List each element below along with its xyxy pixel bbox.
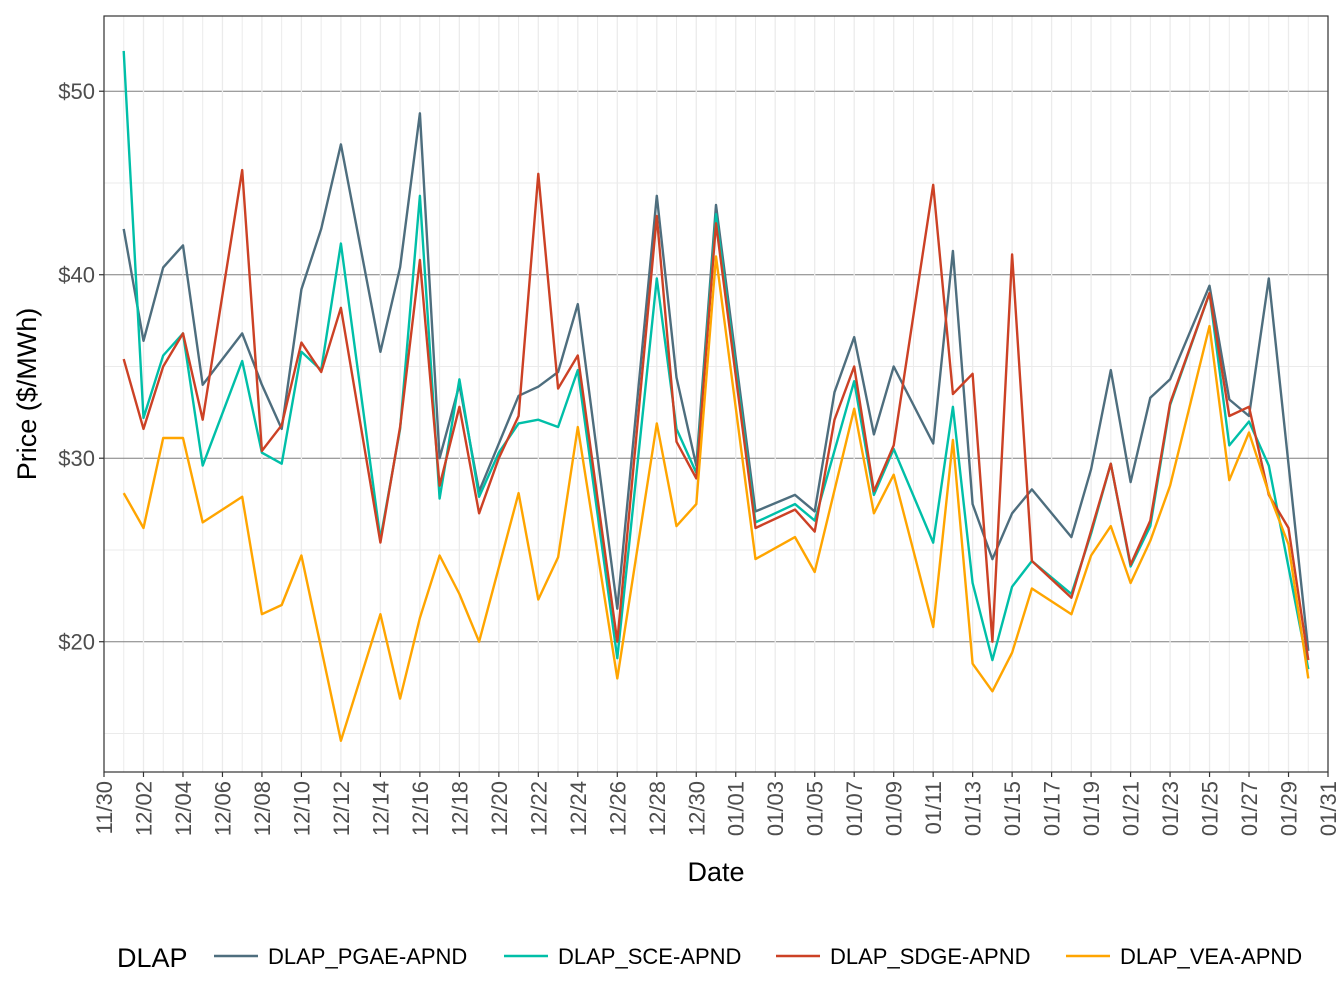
plot-panel-border	[103, 15, 1329, 773]
x-axis-title: Date	[687, 857, 744, 887]
x-tick-label: 12/04	[171, 781, 196, 836]
legend-label-2: DLAP_SCE-APND	[558, 944, 741, 969]
x-tick-label: 12/06	[210, 781, 235, 836]
x-tick-label: 01/15	[1000, 781, 1025, 836]
legend: DLAP DLAP_PGAE-APND DLAP_SCE-APND DLAP_SDG…	[117, 943, 1302, 973]
x-tick-label: 12/12	[329, 781, 354, 836]
x-tick-label: 01/03	[763, 781, 788, 836]
x-tick-label: 12/28	[645, 781, 670, 836]
x-tick-label: 12/18	[447, 781, 472, 836]
x-tick-label: 12/14	[368, 781, 393, 836]
x-tick-label: 01/07	[842, 781, 867, 836]
x-tick-label: 01/09	[882, 781, 907, 836]
x-tick-label: 12/10	[289, 781, 314, 836]
legend-label-3: DLAP_SDGE-APND	[830, 944, 1031, 969]
x-axis: 11/30 12/02 12/04 12/06 12/08 12/10 12/12 12/14…	[92, 772, 1341, 836]
legend-label-4: DLAP_VEA-APND	[1120, 944, 1302, 969]
x-tick-label: 12/26	[605, 781, 630, 836]
y-tick-label: $40	[58, 263, 95, 288]
x-tick-label: 01/29	[1277, 781, 1302, 836]
x-tick-label: 01/19	[1079, 781, 1104, 836]
x-tick-label: 01/31	[1316, 781, 1341, 836]
x-tick-label: 01/01	[724, 781, 749, 836]
x-tick-label: 01/05	[803, 781, 828, 836]
y-tick-label: $30	[58, 446, 95, 471]
x-tick-label: 12/16	[408, 781, 433, 836]
x-tick-label: 01/25	[1198, 781, 1223, 836]
legend-label-1: DLAP_PGAE-APND	[268, 944, 467, 969]
x-tick-label: 12/22	[526, 781, 551, 836]
series-line-3	[122, 168, 1310, 661]
legend-title: DLAP	[117, 943, 188, 973]
x-tick-label: 12/02	[131, 781, 156, 836]
x-tick-label: 12/30	[684, 781, 709, 836]
series-line-4	[122, 255, 1310, 742]
y-tick-label: $20	[58, 630, 95, 655]
minor-gridlines	[104, 16, 1328, 772]
x-tick-label: 01/13	[961, 781, 986, 836]
x-tick-label: 01/21	[1119, 781, 1144, 836]
x-tick-label: 12/08	[250, 781, 275, 836]
x-tick-label: 01/17	[1040, 781, 1065, 836]
x-tick-label: 01/23	[1158, 781, 1183, 836]
series-lines	[122, 50, 1310, 742]
x-tick-label: 12/24	[566, 781, 591, 836]
x-tick-label: 12/20	[487, 781, 512, 836]
y-axis: $20 $30 $40 $50	[58, 79, 104, 655]
x-tick-label: 01/11	[921, 781, 946, 834]
y-axis-title: Price ($/MWh)	[12, 308, 42, 481]
x-tick-label: 01/27	[1237, 781, 1262, 836]
x-tick-label: 11/30	[92, 781, 117, 834]
y-tick-label: $50	[58, 79, 95, 104]
